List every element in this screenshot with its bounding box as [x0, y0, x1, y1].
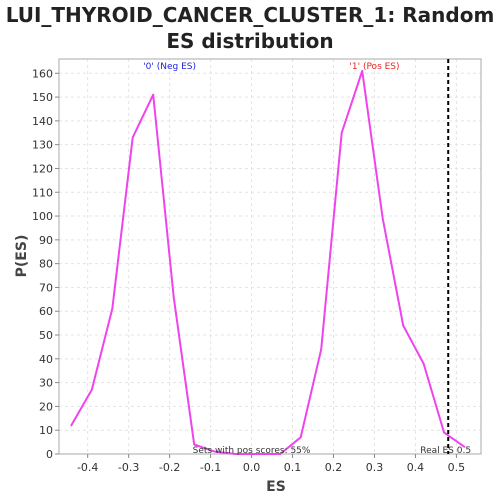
- x-axis-label: ES: [266, 479, 286, 495]
- data-point: [443, 431, 446, 434]
- data-point: [361, 69, 364, 72]
- data-point: [172, 296, 175, 298]
- data-point: [111, 307, 114, 310]
- y-tick-label: 120: [32, 162, 53, 175]
- x-tick-label: -0.4: [77, 461, 98, 474]
- y-tick-label: 40: [39, 353, 53, 366]
- x-tick-label: 0.0: [243, 461, 261, 474]
- x-tick-label: -0.3: [118, 461, 139, 474]
- data-point: [320, 348, 323, 351]
- data-point: [90, 388, 93, 391]
- pos-es-label: '1' (Pos ES): [349, 62, 399, 72]
- data-point: [70, 424, 73, 427]
- data-point: [422, 362, 425, 365]
- neg-es-label: '0' (Neg ES): [143, 62, 196, 72]
- data-point: [234, 453, 237, 455]
- y-tick-label: 140: [32, 115, 53, 128]
- y-tick-label: 150: [32, 91, 53, 104]
- x-tick-label: 0.4: [407, 461, 425, 474]
- series-line: [70, 69, 466, 455]
- data-point: [193, 443, 196, 446]
- y-tick-label: 70: [39, 281, 53, 294]
- x-tick-label: 0.5: [448, 461, 466, 474]
- pos-scores-label: Sets with pos scores: 55%: [193, 446, 311, 456]
- x-tick-label: 0.2: [325, 461, 343, 474]
- y-tick-label: 100: [32, 210, 53, 223]
- x-tick-label: -0.2: [159, 461, 180, 474]
- chart-title-line-2: ES distribution: [166, 29, 334, 53]
- data-point: [340, 131, 343, 134]
- y-tick-label: 110: [32, 186, 53, 199]
- data-point: [402, 324, 405, 327]
- annotations-group: Real ES 0.5 '0' (Neg ES) '1' (Pos ES) Sets …: [143, 62, 471, 456]
- x-tick-label: 0.1: [284, 461, 302, 474]
- data-point: [152, 93, 155, 96]
- data-point: [463, 445, 466, 448]
- grid-lines: [59, 59, 481, 455]
- y-tick-label: 160: [32, 67, 53, 80]
- y-tick-label: 20: [39, 400, 53, 413]
- data-point: [254, 453, 257, 455]
- data-point: [299, 436, 302, 439]
- x-axis-ticks: -0.4 -0.3 -0.2 -0.1 0.0 0.1 0.2 0.3 0.4 0.5: [77, 454, 465, 474]
- real-es-label: Real ES 0.5: [420, 446, 471, 456]
- y-axis-label: P(ES): [14, 235, 30, 278]
- data-point: [131, 136, 134, 139]
- y-tick-label: 10: [39, 424, 53, 437]
- x-tick-label: 0.3: [366, 461, 384, 474]
- data-point: [213, 450, 216, 453]
- chart-title-line-1: LUI_THYROID_CANCER_CLUSTER_1: Random: [5, 3, 495, 27]
- data-point: [381, 217, 384, 220]
- y-tick-label: 130: [32, 139, 53, 152]
- x-tick-label: -0.1: [200, 461, 221, 474]
- data-point: [279, 453, 282, 455]
- series-group: [70, 59, 466, 455]
- y-tick-label: 50: [39, 329, 53, 342]
- chart-title: LUI_THYROID_CANCER_CLUSTER_1: Random ES …: [0, 2, 500, 54]
- y-tick-label: 30: [39, 377, 53, 390]
- plot-area-border: [58, 58, 482, 455]
- y-axis-ticks: 0 10 20 30 40 50 60 70 80 90 100 110 120 130 140 150 160: [32, 67, 59, 461]
- y-tick-label: 80: [39, 258, 53, 271]
- y-tick-label: 0: [46, 448, 53, 461]
- y-tick-label: 60: [39, 305, 53, 318]
- y-tick-label: 90: [39, 234, 53, 247]
